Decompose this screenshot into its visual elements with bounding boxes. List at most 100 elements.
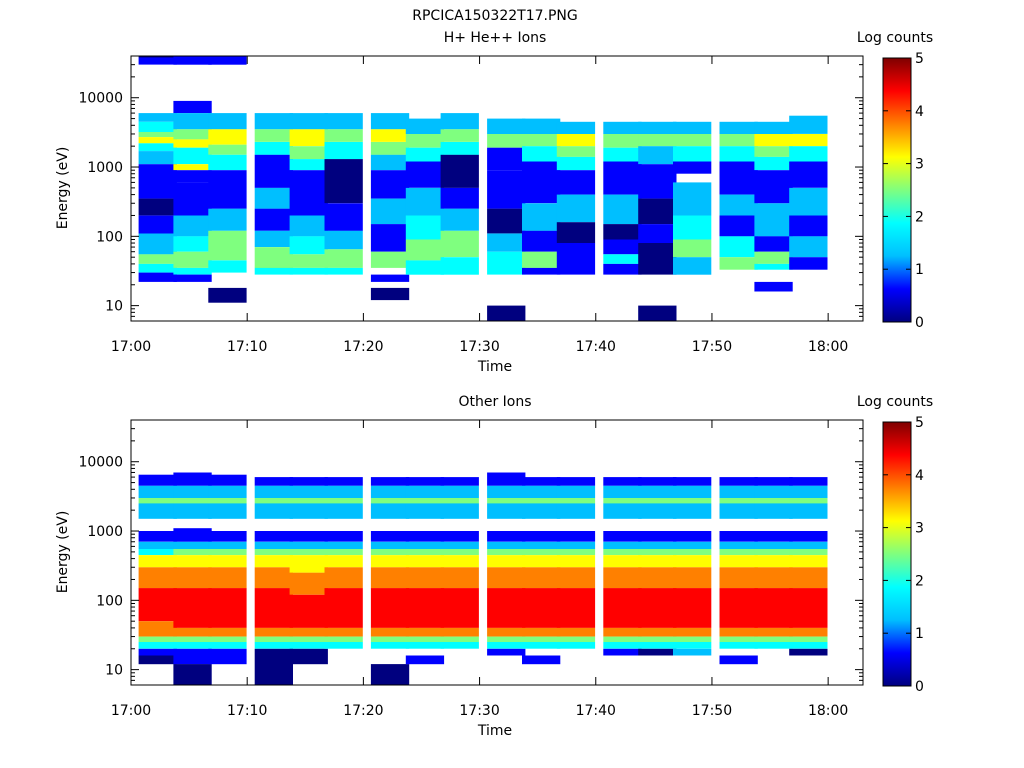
heatmap-cell bbox=[173, 503, 212, 519]
heatmap-cell bbox=[522, 555, 561, 568]
heatmap-cell bbox=[405, 260, 445, 275]
heatmap-cell bbox=[173, 588, 212, 628]
heatmap-cell bbox=[370, 251, 410, 268]
colorbar bbox=[882, 57, 912, 323]
heatmap-cell bbox=[324, 129, 363, 142]
heatmap-cell bbox=[254, 187, 293, 209]
heatmap-cell bbox=[522, 477, 561, 486]
heatmap-cell bbox=[719, 121, 758, 134]
heatmap-cell bbox=[638, 555, 677, 568]
heatmap-cell bbox=[754, 281, 793, 292]
heatmap-cell bbox=[370, 477, 410, 486]
heatmap-cell bbox=[556, 222, 596, 244]
heatmap-cell bbox=[289, 159, 328, 171]
heatmap-cell bbox=[254, 531, 293, 542]
heatmap-cell bbox=[522, 267, 561, 275]
heatmap-cell bbox=[289, 498, 328, 504]
heatmap-cell bbox=[603, 239, 642, 255]
heatmap-cell bbox=[673, 567, 712, 589]
heatmap-cell bbox=[405, 187, 445, 216]
heatmap-cell bbox=[673, 549, 712, 555]
heatmap-cell bbox=[173, 627, 212, 637]
heatmap-cell bbox=[556, 485, 596, 498]
heatmap-cell bbox=[440, 549, 479, 555]
heatmap-cell bbox=[789, 485, 828, 498]
heatmap-cell bbox=[556, 555, 596, 568]
heatmap-cell bbox=[789, 257, 828, 270]
heatmap-cell bbox=[719, 161, 758, 195]
heatmap-cell bbox=[138, 541, 177, 550]
heatmap-cell bbox=[370, 154, 410, 171]
heatmap-cell bbox=[138, 143, 177, 152]
heatmap-cell bbox=[789, 215, 828, 237]
heatmap-cell bbox=[370, 567, 410, 589]
heatmap-cell bbox=[138, 137, 177, 144]
heatmap-cell bbox=[173, 267, 212, 275]
heatmap-cell bbox=[208, 648, 247, 665]
colorbar-tick-label: 2 bbox=[915, 209, 924, 225]
heatmap-cell bbox=[754, 503, 793, 519]
x-tick-label: 17:10 bbox=[227, 703, 267, 719]
y-tick-label: 100 bbox=[96, 593, 123, 609]
heatmap-cell bbox=[289, 215, 328, 237]
heatmap-cell bbox=[603, 147, 642, 162]
heatmap-cell bbox=[254, 541, 293, 550]
heatmap-cell bbox=[138, 198, 177, 216]
heatmap-cell bbox=[173, 129, 212, 140]
heatmap-cell bbox=[405, 239, 445, 261]
heatmap-cell bbox=[138, 567, 177, 589]
heatmap-cell bbox=[754, 642, 793, 649]
heatmap-cell bbox=[673, 498, 712, 504]
heatmap-cell bbox=[370, 170, 410, 199]
heatmap-cell bbox=[138, 648, 177, 656]
heatmap-cell bbox=[289, 541, 328, 550]
heatmap-cell bbox=[405, 541, 445, 550]
heatmap-cell bbox=[173, 170, 212, 183]
heatmap-cell bbox=[638, 567, 677, 589]
heatmap-cell bbox=[405, 549, 445, 555]
heatmap-cell bbox=[789, 636, 828, 643]
heatmap-cell bbox=[324, 567, 363, 589]
heatmap-cell bbox=[440, 113, 479, 130]
heatmap-cell bbox=[440, 627, 479, 637]
x-tick-label: 17:50 bbox=[692, 703, 732, 719]
heatmap-cell bbox=[719, 477, 758, 486]
heatmap-cell bbox=[754, 498, 793, 504]
heatmap-cell bbox=[603, 588, 642, 628]
heatmap-cell bbox=[370, 198, 410, 225]
heatmap-cell bbox=[208, 549, 247, 555]
heatmap-cell bbox=[324, 485, 363, 498]
heatmap-cell bbox=[754, 121, 793, 134]
heatmap-cell bbox=[289, 170, 328, 216]
heatmap-cell bbox=[370, 224, 410, 252]
x-tick-label: 18:00 bbox=[808, 339, 848, 355]
colorbar-tick-label: 1 bbox=[915, 626, 924, 642]
heatmap-cell bbox=[173, 139, 212, 148]
heatmap-cell bbox=[208, 642, 247, 649]
heatmap-cell bbox=[789, 588, 828, 628]
heatmap-cell bbox=[173, 636, 212, 643]
heatmap-cell bbox=[522, 503, 561, 519]
colorbar-tick-label: 5 bbox=[915, 415, 924, 431]
heatmap-cell bbox=[289, 594, 328, 628]
heatmap-cell bbox=[522, 498, 561, 504]
heatmap-cell bbox=[370, 549, 410, 555]
heatmap-cell bbox=[789, 567, 828, 589]
heatmap-cell bbox=[638, 549, 677, 555]
heatmap-cell bbox=[603, 194, 642, 225]
heatmap-cell bbox=[405, 588, 445, 628]
heatmap-cell bbox=[370, 113, 410, 130]
heatmap-cell bbox=[289, 636, 328, 643]
heatmap-cell bbox=[440, 555, 479, 568]
heatmap-cell bbox=[754, 146, 793, 157]
heatmap-cell bbox=[789, 161, 828, 188]
heatmap-cell bbox=[324, 159, 363, 204]
heatmap-cell bbox=[638, 503, 677, 519]
x-tick-label: 17:20 bbox=[343, 703, 383, 719]
heatmap-cell bbox=[208, 208, 247, 231]
heatmap-cell bbox=[603, 263, 642, 275]
heatmap-cell bbox=[719, 146, 758, 162]
heatmap-cell bbox=[754, 251, 793, 264]
x-tick-label: 17:30 bbox=[459, 703, 499, 719]
heatmap-cell bbox=[289, 572, 328, 595]
